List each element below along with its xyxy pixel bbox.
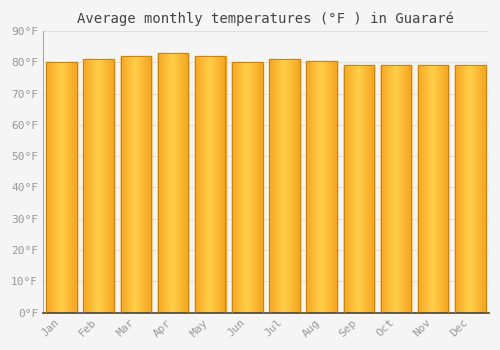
Bar: [381, 65, 411, 313]
Bar: [270, 59, 300, 313]
Bar: [455, 65, 486, 313]
Bar: [158, 53, 188, 313]
Bar: [46, 62, 77, 313]
Bar: [84, 59, 114, 313]
Bar: [344, 65, 374, 313]
Title: Average monthly temperatures (°F ) in Guararé: Average monthly temperatures (°F ) in Gu…: [78, 11, 454, 26]
Bar: [418, 65, 448, 313]
Bar: [120, 56, 151, 313]
Bar: [195, 56, 226, 313]
Bar: [306, 61, 337, 313]
Bar: [232, 62, 262, 313]
